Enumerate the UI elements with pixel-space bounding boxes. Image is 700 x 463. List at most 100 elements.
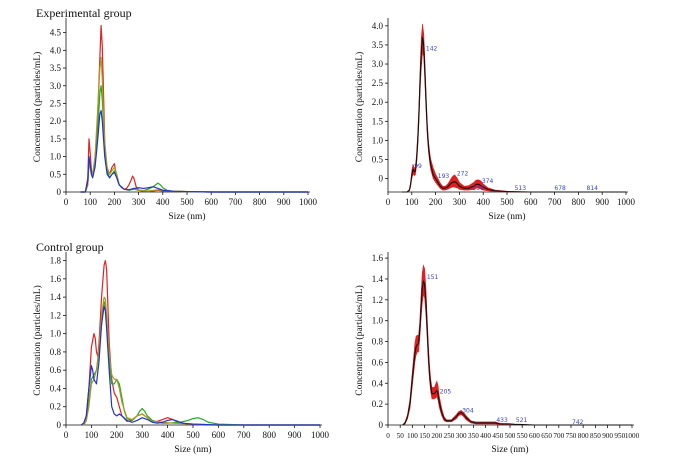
x-tick-label: 200 [108, 197, 122, 207]
x-tick-label: 300 [453, 197, 467, 207]
peak-size-label: 513 [515, 185, 527, 192]
x-tick-label: 300 [132, 197, 146, 207]
x-tick-label: 850 [590, 432, 601, 440]
error-band [402, 264, 632, 426]
x-tick-label: 700 [553, 432, 564, 440]
y-tick-label: 4.0 [372, 21, 384, 31]
x-tick-label: 800 [578, 432, 589, 440]
x-tick-label: 1000 [299, 197, 318, 207]
y-tick-label: 4.0 [50, 45, 62, 55]
x-axis-label: Size (nm) [168, 211, 205, 222]
y-tick-label: 1.0 [372, 135, 384, 145]
x-tick-label: 400 [476, 197, 490, 207]
y-tick-label: 1.6 [50, 274, 62, 284]
x-tick-label: 600 [529, 432, 540, 440]
x-tick-label: 600 [524, 197, 538, 207]
y-tick-label: 1.5 [372, 116, 384, 126]
peak-size-label: 330 [472, 185, 484, 192]
control-group-title: Control group [36, 240, 104, 254]
y-tick-label: 2.5 [50, 98, 62, 108]
peak-size-label: 814 [587, 185, 599, 192]
y-tick-label: 0.8 [372, 337, 384, 347]
experimental-averaged-area-chart: 0 100 200 300 400 500 600 700 800 900 1000 0 0.5 1.0 1… [354, 18, 636, 222]
x-tick-label: 250 [444, 432, 455, 440]
x-tick-label: 100 [83, 197, 97, 207]
y-tick-label: 3.5 [50, 63, 62, 73]
peak-size-label: 521 [516, 417, 528, 424]
x-tick-label: 600 [212, 430, 226, 440]
x-tick-label: 900 [602, 432, 613, 440]
x-tick-label: 1000 [625, 432, 640, 440]
x-axis-label: Size (nm) [488, 211, 525, 222]
x-tick-label: 50 [397, 432, 405, 440]
x-tick-label: 350 [468, 432, 479, 440]
experimental-multi-line-chart: 0 100 200 300 400 500 600 700 800 900 1000 0 0.5 1.0 1… [32, 18, 318, 222]
x-tick-label: 700 [237, 430, 251, 440]
x-axis-label: Size (nm) [491, 444, 528, 455]
x-tick-label: 450 [492, 432, 503, 440]
x-tick-label: 100 [407, 432, 418, 440]
x-tick-label: 500 [180, 197, 194, 207]
peak-size-label: 374 [482, 178, 494, 185]
y-tick-label: 2.5 [372, 78, 384, 88]
x-tick-label: 800 [572, 197, 586, 207]
y-tick-label: 0.5 [372, 155, 384, 165]
x-tick-label: 500 [505, 432, 516, 440]
y-tick-label: 0.6 [50, 365, 62, 375]
x-tick-label: 750 [566, 432, 577, 440]
y-tick-label: 0 [379, 420, 384, 430]
series-line-olive [81, 296, 320, 426]
x-tick-label: 400 [156, 197, 170, 207]
x-tick-label: 300 [456, 432, 467, 440]
peak-size-label: 205 [440, 389, 452, 396]
peak-size-label: 99 [414, 163, 422, 170]
x-tick-label: 500 [186, 430, 200, 440]
x-tick-label: 900 [288, 430, 302, 440]
x-tick-label: 400 [480, 432, 491, 440]
x-tick-label: 200 [431, 432, 442, 440]
x-tick-label: 300 [135, 430, 149, 440]
y-tick-label: 1.2 [372, 295, 383, 305]
y-tick-label: 4.5 [50, 28, 62, 38]
y-tick-label: 2.0 [50, 116, 62, 126]
x-tick-label: 500 [500, 197, 514, 207]
y-tick-label: 3.5 [372, 40, 384, 50]
x-tick-label: 100 [85, 430, 99, 440]
y-tick-label: 0 [57, 187, 62, 197]
y-tick-label: 1.2 [50, 310, 61, 320]
y-tick-label: 0 [57, 420, 62, 430]
x-tick-label: 650 [541, 432, 552, 440]
y-tick-label: 0.4 [50, 383, 62, 393]
y-tick-label: 2.0 [372, 97, 384, 107]
x-tick-label: 1000 [617, 197, 636, 207]
x-tick-label: 800 [262, 430, 276, 440]
y-tick-label: 1.8 [50, 256, 62, 266]
y-tick-label: 1.5 [50, 134, 62, 144]
x-tick-label: 0 [386, 197, 391, 207]
x-tick-label: 550 [517, 432, 528, 440]
y-tick-label: 0.2 [50, 402, 61, 412]
y-axis-label: Concentration (particles/mL) [32, 52, 43, 163]
y-tick-label: 1.0 [372, 316, 384, 326]
x-tick-label: 950 [614, 432, 625, 440]
y-tick-label: 1.6 [372, 253, 384, 263]
y-tick-label: 1.4 [50, 292, 62, 302]
x-tick-label: 100 [405, 197, 419, 207]
x-tick-label: 1000 [311, 430, 330, 440]
series-line-green [80, 85, 308, 193]
y-tick-label: 1.4 [372, 274, 384, 284]
x-tick-label: 900 [277, 197, 291, 207]
control-multi-line-chart: 0 100 200 300 400 500 600 700 800 900 1000 0 0.2 0.4 0… [32, 252, 330, 455]
y-tick-label: 1.0 [50, 329, 62, 339]
peak-size-label: 433 [496, 417, 508, 424]
x-tick-label: 600 [204, 197, 218, 207]
peak-size-label: 272 [457, 171, 469, 178]
y-tick-label: 0.5 [50, 169, 62, 179]
x-tick-label: 200 [429, 197, 443, 207]
y-tick-label: 0 [379, 174, 384, 184]
peak-size-label: 304 [462, 407, 474, 414]
series-line-red [80, 259, 320, 426]
y-axis-label: Concentration (particles/mL) [354, 285, 365, 396]
series-line-blue [80, 109, 308, 193]
x-tick-label: 0 [64, 430, 69, 440]
